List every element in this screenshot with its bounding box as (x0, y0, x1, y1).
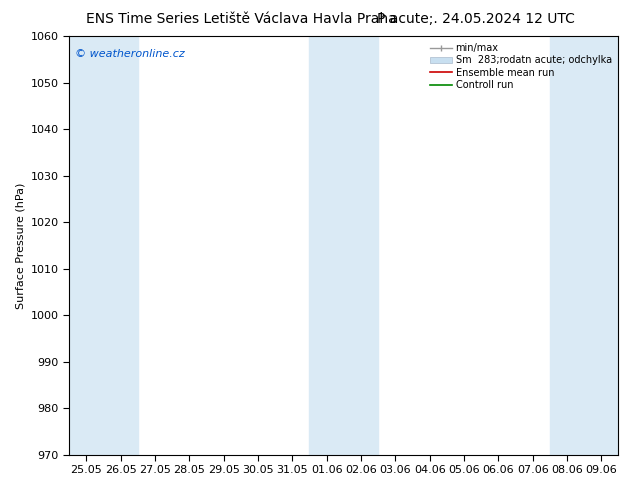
Legend: min/max, Sm  283;rodatn acute; odchylka, Ensemble mean run, Controll run: min/max, Sm 283;rodatn acute; odchylka, … (429, 41, 614, 92)
Text: © weatheronline.cz: © weatheronline.cz (75, 49, 184, 59)
Bar (309, 36, 378, 455)
Text: P acute;. 24.05.2024 12 UTC: P acute;. 24.05.2024 12 UTC (377, 12, 574, 26)
Bar (69, 36, 138, 455)
Text: ENS Time Series Letiště Václava Havla Praha: ENS Time Series Letiště Václava Havla Pr… (86, 12, 396, 26)
Bar (550, 36, 619, 455)
Y-axis label: Surface Pressure (hPa): Surface Pressure (hPa) (15, 182, 25, 309)
